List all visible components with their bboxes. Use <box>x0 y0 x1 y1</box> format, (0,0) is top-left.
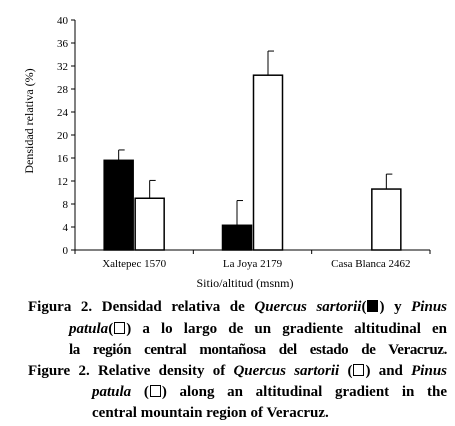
caption-es-line-2: patula() a lo largo de un gradiente alti… <box>69 321 447 337</box>
x-axis-label: Sitio/altitud (msnm) <box>196 276 293 290</box>
empty-square-icon <box>149 385 161 397</box>
caption-es-middle: a lo largo de un gradiente altitudinal e… <box>131 321 447 337</box>
caption-en-species-2-genus: Pinus <box>411 363 447 379</box>
caption-es-species-1: Quercus sartorii <box>254 299 362 315</box>
x-tick-label: Xaltepec 1570 <box>102 258 166 270</box>
caption-es-ending: la región central montañosa del estado d… <box>69 342 447 358</box>
bar-series-1 <box>221 224 253 251</box>
bar-series-2 <box>371 188 402 251</box>
y-tick-label: 12 <box>57 176 68 188</box>
y-tick-label: 16 <box>57 153 69 165</box>
y-tick-label: 4 <box>63 222 69 234</box>
caption-en-species-2-epithet: patula <box>92 384 132 400</box>
caption-es-line-3: la región central montañosa del estado d… <box>69 340 447 360</box>
caption-en-line-2: patula () along an altitudinal gradient … <box>92 384 448 400</box>
caption-es-line-1: Figura 2. Densidad relativa de Quercus s… <box>28 299 447 315</box>
empty-square-icon <box>114 322 126 334</box>
y-tick-label: 28 <box>57 84 69 96</box>
y-tick-label: 36 <box>57 38 69 50</box>
caption-en-prefix: Figure 2. Relative density of <box>28 363 234 379</box>
caption-en-ending: central mountain region of Veracruz. <box>92 405 329 421</box>
filled-square-icon <box>367 300 379 312</box>
bar-series-2 <box>134 197 165 251</box>
y-tick-label: 32 <box>57 61 68 73</box>
bar-series-2 <box>252 74 284 251</box>
caption-en-line-1: Figure 2. Relative density of Quercus sa… <box>28 363 447 379</box>
caption-es-species-2-genus: Pinus <box>411 299 447 315</box>
caption-en-line-3: central mountain region of Veracruz. <box>92 403 329 423</box>
y-axis-label: Densidad relativa (%) <box>22 68 36 173</box>
caption-es-conjunction: y <box>384 299 412 315</box>
y-tick-label: 8 <box>63 199 69 211</box>
y-tick-label: 24 <box>57 107 69 119</box>
y-tick-label: 20 <box>57 130 69 142</box>
caption-en-species-1: Quercus sartorii <box>233 363 340 379</box>
x-tick-label: La Joya 2179 <box>223 258 283 270</box>
chart-ticks: 0 4 8 12 16 20 24 28 32 36 40 Xaltepec 1570 La Joya … <box>57 15 431 270</box>
chart-bars <box>103 50 402 251</box>
caption-es-prefix: Figura 2. Densidad relativa de <box>28 299 255 315</box>
caption-es-species-2-epithet: patula <box>69 321 109 337</box>
y-tick-label: 0 <box>63 245 69 257</box>
bar-chart: 0 4 8 12 16 20 24 28 32 36 40 Xaltepec 1570 La Joya … <box>22 15 431 290</box>
caption-en-conjunction: and <box>370 363 412 379</box>
empty-square-icon <box>353 364 365 376</box>
y-tick-label: 40 <box>57 15 69 27</box>
caption-en-middle: along an altitudinal gradient in the <box>166 384 448 400</box>
x-tick-label: Casa Blanca 2462 <box>331 258 410 270</box>
bar-series-1 <box>103 159 134 251</box>
